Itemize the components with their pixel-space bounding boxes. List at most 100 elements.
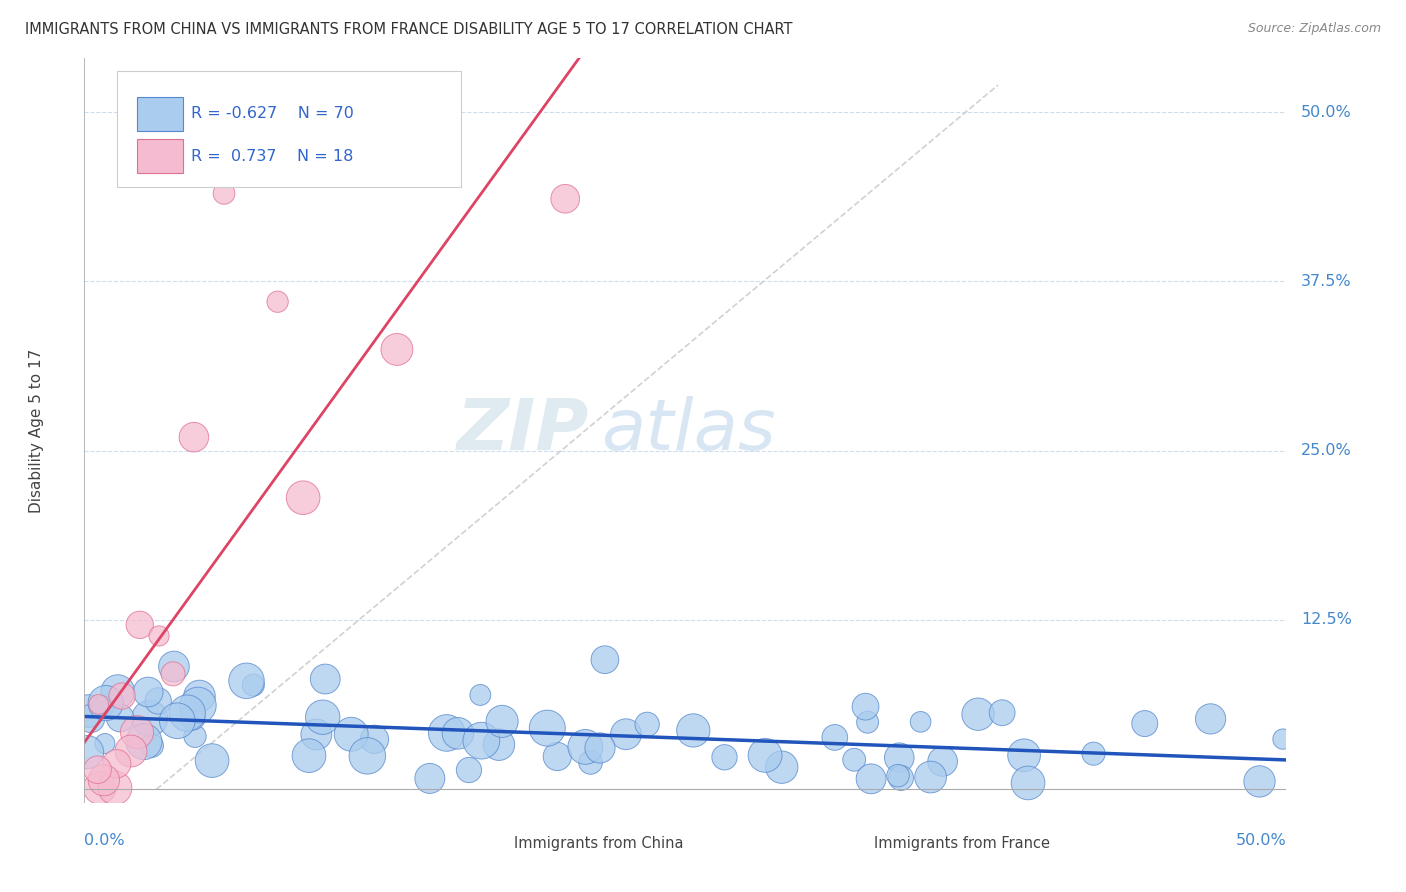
Point	[754, 748, 776, 763]
Point	[579, 756, 602, 770]
Point	[105, 756, 128, 771]
Point	[1017, 776, 1039, 790]
Text: 0.0%: 0.0%	[84, 832, 125, 847]
Point	[125, 725, 148, 739]
Point	[132, 734, 155, 748]
Point	[188, 689, 211, 703]
Point	[86, 763, 108, 777]
Point	[93, 773, 115, 788]
Point	[1272, 732, 1295, 747]
Point	[1249, 774, 1271, 789]
Point	[419, 772, 441, 786]
Point	[546, 749, 568, 764]
Point	[356, 748, 378, 763]
Point	[80, 711, 103, 725]
Point	[488, 738, 510, 752]
Point	[991, 706, 1014, 720]
Point	[141, 739, 163, 753]
Point	[1199, 712, 1222, 726]
Point	[910, 714, 932, 729]
Point	[574, 739, 596, 754]
Point	[920, 770, 942, 784]
Point	[1133, 716, 1156, 731]
Point	[162, 666, 184, 681]
Text: 37.5%: 37.5%	[1301, 274, 1351, 289]
Text: 25.0%: 25.0%	[1301, 443, 1351, 458]
Point	[312, 710, 335, 724]
Text: Disability Age 5 to 17: Disability Age 5 to 17	[28, 348, 44, 513]
Point	[292, 491, 315, 505]
FancyBboxPatch shape	[801, 830, 863, 857]
Point	[458, 763, 481, 777]
Point	[111, 689, 134, 703]
Point	[184, 729, 207, 743]
Point	[447, 726, 470, 740]
Point	[536, 721, 558, 735]
Point	[844, 753, 866, 767]
Point	[593, 653, 616, 667]
Point	[181, 710, 204, 724]
Text: ZIP: ZIP	[457, 396, 589, 465]
Point	[76, 745, 98, 759]
Point	[91, 699, 114, 714]
Point	[860, 772, 883, 786]
FancyBboxPatch shape	[441, 830, 503, 857]
FancyBboxPatch shape	[138, 96, 183, 131]
Point	[887, 769, 910, 783]
Text: IMMIGRANTS FROM CHINA VS IMMIGRANTS FROM FRANCE DISABILITY AGE 5 TO 17 CORRELATI: IMMIGRANTS FROM CHINA VS IMMIGRANTS FROM…	[25, 22, 793, 37]
FancyBboxPatch shape	[117, 70, 461, 186]
Point	[1012, 748, 1035, 763]
Point	[967, 707, 990, 722]
Point	[235, 673, 257, 688]
Text: 12.5%: 12.5%	[1301, 613, 1351, 627]
Point	[107, 684, 129, 698]
Point	[298, 748, 321, 763]
Point	[138, 711, 160, 725]
Point	[163, 659, 186, 673]
Text: atlas: atlas	[602, 396, 776, 465]
Text: R = -0.627    N = 70: R = -0.627 N = 70	[191, 106, 354, 121]
Point	[340, 727, 363, 741]
Point	[890, 771, 912, 785]
Point	[824, 731, 846, 745]
Point	[266, 294, 288, 309]
Point	[187, 698, 209, 713]
Point	[554, 192, 576, 206]
Point	[104, 780, 127, 795]
Point	[94, 737, 117, 751]
Point	[201, 754, 224, 768]
Point	[363, 732, 385, 747]
Point	[636, 717, 658, 731]
Point	[314, 672, 336, 686]
Text: Immigrants from China: Immigrants from China	[513, 837, 683, 851]
Point	[108, 711, 131, 725]
Point	[889, 750, 911, 764]
Point	[136, 685, 159, 699]
Text: 50.0%: 50.0%	[1236, 832, 1286, 847]
Point	[183, 430, 205, 444]
Point	[120, 744, 142, 758]
Point	[856, 715, 879, 730]
Point	[682, 723, 704, 738]
Point	[385, 343, 408, 357]
Point	[94, 696, 117, 710]
Point	[89, 780, 111, 795]
Point	[470, 733, 492, 747]
Text: 50.0%: 50.0%	[1301, 104, 1351, 120]
Text: Source: ZipAtlas.com: Source: ZipAtlas.com	[1247, 22, 1381, 36]
Point	[1083, 747, 1105, 761]
Point	[305, 727, 328, 741]
Text: R =  0.737    N = 18: R = 0.737 N = 18	[191, 149, 354, 164]
Point	[242, 678, 264, 692]
Point	[436, 726, 458, 740]
Point	[713, 750, 735, 764]
Point	[176, 706, 198, 720]
Point	[491, 714, 513, 729]
Point	[128, 617, 150, 632]
Point	[614, 727, 637, 741]
Point	[470, 688, 492, 702]
Text: Immigrants from France: Immigrants from France	[875, 837, 1050, 851]
Point	[166, 714, 188, 728]
Point	[931, 755, 953, 769]
Point	[212, 186, 235, 201]
